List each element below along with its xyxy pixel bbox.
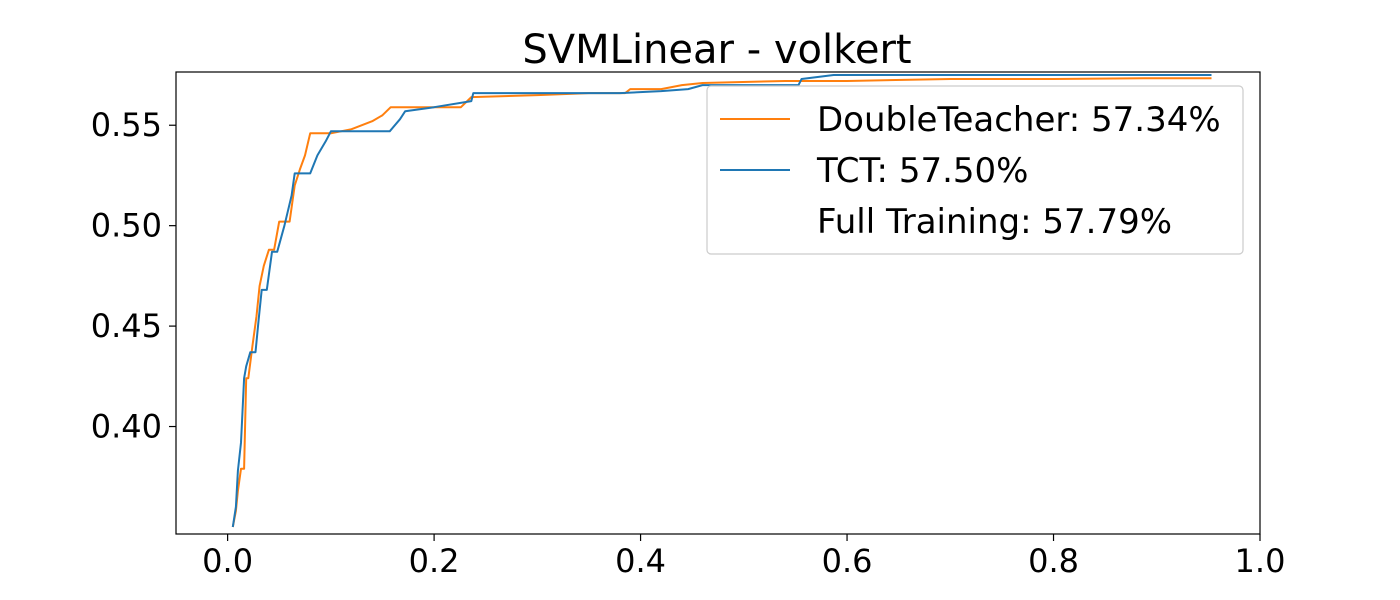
y-tick-label: 0.55 [91, 106, 162, 144]
x-tick-label: 0.8 [1028, 542, 1079, 580]
plot-area-frame [175, 71, 1261, 535]
chart-title: SVMLinear - volkert [522, 27, 911, 73]
legend: DoubleTeacher: 57.34% TCT: 57.50% Full Tra… [706, 85, 1244, 255]
y-axis: 0.40 0.45 0.50 0.55 [91, 106, 176, 446]
x-tick-label: 0.2 [409, 542, 460, 580]
series-line-1 [231, 74, 1212, 528]
plot-lines [231, 74, 1212, 528]
y-tick-label: 0.45 [91, 307, 162, 345]
x-tick-label: 1.0 [1235, 542, 1286, 580]
x-axis: 0.0 0.2 0.4 0.6 0.8 1.0 [202, 534, 1285, 580]
legend-box [706, 85, 1244, 255]
x-tick-label: 0.0 [202, 542, 253, 580]
legend-label-2: Full Training: 57.79% [817, 202, 1172, 242]
x-tick-label: 0.6 [822, 542, 873, 580]
y-tick-label: 0.40 [91, 408, 162, 446]
legend-label-1: TCT: 57.50% [816, 151, 1028, 191]
y-tick-label: 0.50 [91, 207, 162, 245]
legend-label-0: DoubleTeacher: 57.34% [817, 100, 1221, 140]
x-tick-label: 0.4 [615, 542, 666, 580]
